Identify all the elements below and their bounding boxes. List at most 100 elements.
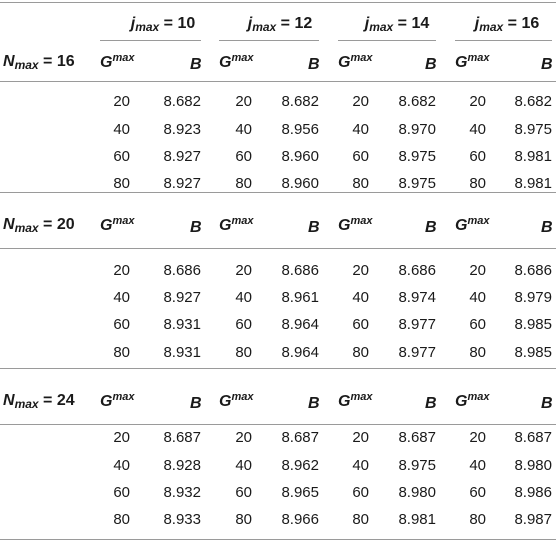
gmax-value: 20 <box>352 429 369 446</box>
binding-energy-value: 8.686 <box>281 262 319 279</box>
binding-energy-value: 8.980 <box>514 457 552 474</box>
jmax-subscript: max <box>369 20 394 34</box>
binding-energy-value: 8.682 <box>514 93 552 110</box>
gmax-value: 60 <box>235 484 252 501</box>
b-column-header: B <box>425 220 437 236</box>
gmax-value: 80 <box>469 344 486 361</box>
gmax-value: 60 <box>352 316 369 333</box>
gmax-column-header: Gmax <box>100 53 134 71</box>
binding-energy-value: 8.686 <box>398 262 436 279</box>
jmax-underline <box>338 40 436 41</box>
b-column-header: B <box>190 57 202 73</box>
binding-energy-value: 8.975 <box>398 457 436 474</box>
binding-energy-value: 8.686 <box>514 262 552 279</box>
gmax-value: 80 <box>352 175 369 192</box>
nmax-label: Nmax = 24 <box>3 392 75 411</box>
gmax-value: 20 <box>235 93 252 110</box>
gmax-value: 60 <box>113 316 130 333</box>
nmax-symbol: N <box>3 392 15 409</box>
block-bottom-rule <box>0 539 556 540</box>
nmax-label: Nmax = 20 <box>3 216 75 235</box>
binding-energy-value: 8.985 <box>514 344 552 361</box>
jmax-subscript: max <box>135 20 160 34</box>
gmax-value: 40 <box>469 121 486 138</box>
b-column-header: B <box>541 396 553 412</box>
gmax-symbol: G <box>100 393 113 410</box>
jmax-underline <box>219 40 319 41</box>
jmax-header: jmax = 10 <box>131 15 196 34</box>
jmax-header: jmax = 12 <box>247 15 313 34</box>
gmax-column-header: Gmax <box>338 53 372 71</box>
binding-energy-value: 8.928 <box>163 457 201 474</box>
gmax-value: 60 <box>352 484 369 501</box>
gmax-value: 40 <box>235 457 252 474</box>
gmax-value: 20 <box>113 429 130 446</box>
binding-energy-value: 8.687 <box>398 429 436 446</box>
gmax-superscript: max <box>467 215 490 227</box>
b-symbol: B <box>308 395 320 412</box>
gmax-value: 60 <box>469 484 486 501</box>
nmax-subscript: max <box>14 397 39 411</box>
b-column-header: B <box>541 57 553 73</box>
header-separator <box>0 424 556 425</box>
binding-energy-value: 8.977 <box>398 316 436 333</box>
gmax-symbol: G <box>338 54 351 71</box>
jmax-symbol: j <box>247 15 253 32</box>
gmax-value: 80 <box>113 344 130 361</box>
header-separator <box>0 248 556 249</box>
gmax-value: 20 <box>235 429 252 446</box>
binding-energy-value: 8.687 <box>163 429 201 446</box>
gmax-value: 40 <box>469 289 486 306</box>
gmax-value: 20 <box>352 262 369 279</box>
gmax-superscript: max <box>467 52 490 64</box>
nmax-value: = 20 <box>43 216 75 233</box>
jmax-value: = 10 <box>163 15 196 32</box>
gmax-symbol: G <box>219 54 232 71</box>
gmax-value: 20 <box>352 93 369 110</box>
gmax-value: 80 <box>352 344 369 361</box>
gmax-symbol: G <box>455 54 468 71</box>
jmax-header: jmax = 16 <box>474 15 540 34</box>
gmax-symbol: G <box>100 217 113 234</box>
binding-energy-value: 8.964 <box>281 316 319 333</box>
gmax-column-header: Gmax <box>455 216 489 234</box>
gmax-column-header: Gmax <box>338 216 372 234</box>
binding-energy-value: 8.960 <box>281 175 319 192</box>
gmax-symbol: G <box>455 217 468 234</box>
gmax-symbol: G <box>338 393 351 410</box>
gmax-symbol: G <box>100 54 113 71</box>
jmax-symbol: j <box>474 15 480 32</box>
gmax-superscript: max <box>350 391 373 403</box>
block-bottom-rule <box>0 368 556 369</box>
binding-energy-value: 8.986 <box>514 484 552 501</box>
gmax-value: 20 <box>113 93 130 110</box>
binding-energy-value: 8.682 <box>163 93 201 110</box>
b-symbol: B <box>190 56 202 73</box>
nmax-subscript: max <box>14 58 39 72</box>
binding-energy-value: 8.965 <box>281 484 319 501</box>
nmax-subscript: max <box>14 221 39 235</box>
b-column-header: B <box>308 220 320 236</box>
gmax-value: 80 <box>235 511 252 528</box>
gmax-value: 40 <box>469 457 486 474</box>
gmax-column-header: Gmax <box>455 53 489 71</box>
b-column-header: B <box>190 220 202 236</box>
gmax-symbol: G <box>455 393 468 410</box>
nmax-symbol: N <box>3 216 15 233</box>
b-symbol: B <box>190 219 202 236</box>
gmax-symbol: G <box>219 217 232 234</box>
jmax-symbol: j <box>364 15 370 32</box>
binding-energy-value: 8.977 <box>398 344 436 361</box>
binding-energy-value: 8.931 <box>163 316 201 333</box>
binding-energy-value: 8.981 <box>514 175 552 192</box>
gmax-superscript: max <box>112 52 135 64</box>
gmax-value: 20 <box>469 262 486 279</box>
b-symbol: B <box>541 219 553 236</box>
binding-energy-value: 8.682 <box>398 93 436 110</box>
gmax-value: 80 <box>113 175 130 192</box>
gmax-value: 60 <box>235 148 252 165</box>
gmax-value: 60 <box>469 148 486 165</box>
gmax-value: 60 <box>113 484 130 501</box>
gmax-value: 20 <box>469 93 486 110</box>
b-symbol: B <box>308 219 320 236</box>
